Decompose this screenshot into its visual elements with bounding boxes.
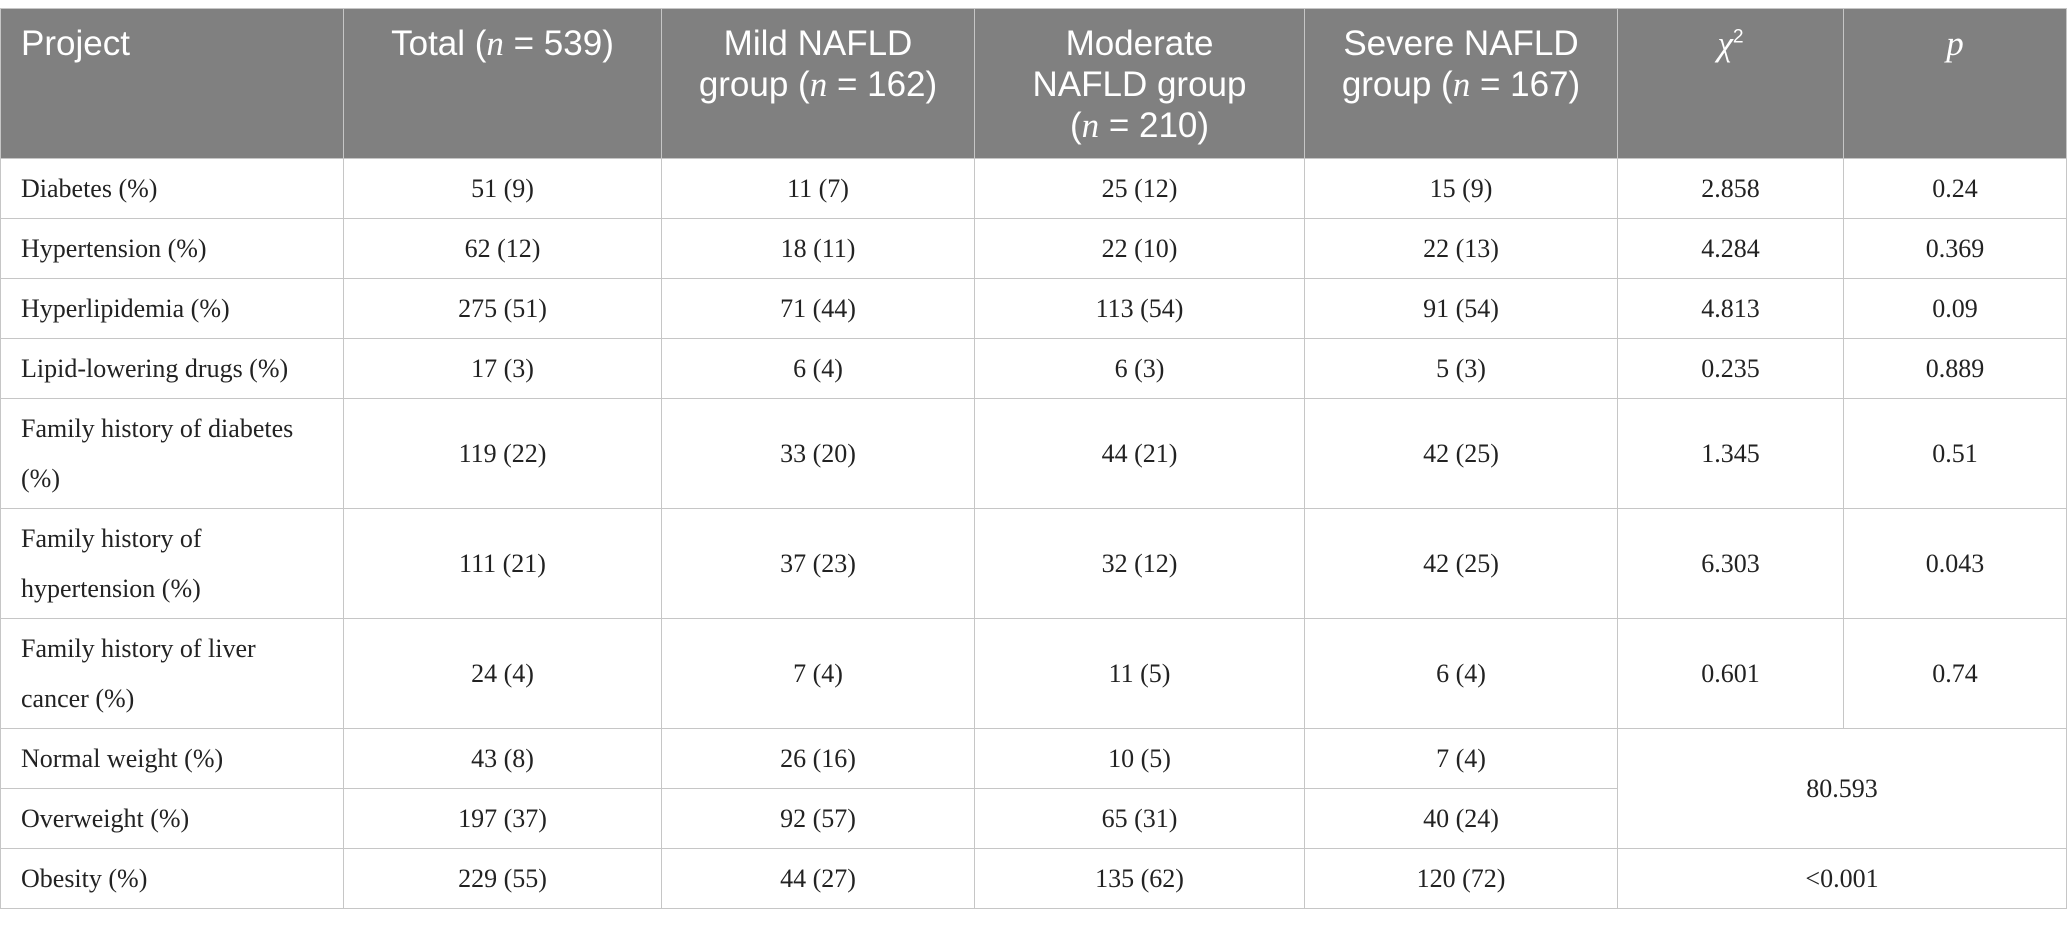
- cell-total: 197 (37): [343, 788, 662, 849]
- cell-moderate: 135 (62): [974, 848, 1305, 909]
- header-p-value: p: [1843, 8, 2067, 159]
- row-label: Hyperlipidemia (%): [0, 278, 344, 339]
- header-severe: Severe NAFLD group (n = 167): [1304, 8, 1618, 159]
- header-moderate: Moderate NAFLD group (n = 210): [974, 8, 1305, 159]
- table-row-hypertension: Hypertension (%) 62 (12) 18 (11) 22 (10)…: [0, 218, 2067, 279]
- cell-moderate: 11 (5): [974, 618, 1305, 729]
- cell-moderate: 65 (31): [974, 788, 1305, 849]
- header-project: Project: [0, 8, 344, 159]
- cell-mild: 6 (4): [661, 338, 975, 399]
- cell-moderate: 44 (21): [974, 398, 1305, 509]
- cell-chi-square: 4.813: [1617, 278, 1844, 339]
- cell-p-value: 0.369: [1843, 218, 2067, 279]
- cell-weight-p-value: <0.001: [1617, 848, 2067, 909]
- cell-mild: 71 (44): [661, 278, 975, 339]
- cell-chi-square: 0.235: [1617, 338, 1844, 399]
- header-mild: Mild NAFLD group (n = 162): [661, 8, 975, 159]
- row-label: Family history of hypertension (%): [0, 508, 344, 619]
- row-label: Obesity (%): [0, 848, 344, 909]
- header-total: Total (n = 539): [343, 8, 662, 159]
- table-row-family-history-hypertension: Family history of hypertension (%) 111 (2…: [0, 508, 2067, 619]
- cell-moderate: 25 (12): [974, 158, 1305, 219]
- cell-mild: 26 (16): [661, 728, 975, 789]
- row-label: Lipid-lowering drugs (%): [0, 338, 344, 399]
- cell-mild: 44 (27): [661, 848, 975, 909]
- cell-severe: 120 (72): [1304, 848, 1618, 909]
- cell-mild: 92 (57): [661, 788, 975, 849]
- row-label: Overweight (%): [0, 788, 344, 849]
- cell-p-value: 0.74: [1843, 618, 2067, 729]
- cell-mild: 33 (20): [661, 398, 975, 509]
- table-row-normal-weight: Normal weight (%) 43 (8) 26 (16) 10 (5) …: [0, 728, 2067, 849]
- cell-p-value: 0.24: [1843, 158, 2067, 219]
- cell-mild: 11 (7): [661, 158, 975, 219]
- row-label: Normal weight (%): [0, 728, 344, 789]
- cell-total: 119 (22): [343, 398, 662, 509]
- cell-severe: 15 (9): [1304, 158, 1618, 219]
- cell-chi-square: 2.858: [1617, 158, 1844, 219]
- cell-total: 111 (21): [343, 508, 662, 619]
- cell-total: 51 (9): [343, 158, 662, 219]
- cell-moderate: 113 (54): [974, 278, 1305, 339]
- cell-p-value: 0.889: [1843, 338, 2067, 399]
- nafld-characteristics-table: Project Total (n = 539) Mild NAFLD group …: [0, 8, 2067, 909]
- row-label: Family history of diabetes (%): [0, 398, 344, 509]
- cell-mild: 18 (11): [661, 218, 975, 279]
- cell-total: 17 (3): [343, 338, 662, 399]
- cell-chi-square: 6.303: [1617, 508, 1844, 619]
- cell-chi-square: 1.345: [1617, 398, 1844, 509]
- cell-p-value: 0.09: [1843, 278, 2067, 339]
- cell-moderate: 6 (3): [974, 338, 1305, 399]
- cell-moderate: 22 (10): [974, 218, 1305, 279]
- cell-severe: 42 (25): [1304, 398, 1618, 509]
- cell-mild: 37 (23): [661, 508, 975, 619]
- cell-weight-chi-square: 80.593: [1617, 728, 2067, 849]
- cell-chi-square: 4.284: [1617, 218, 1844, 279]
- row-label: Family history of liver cancer (%): [0, 618, 344, 729]
- header-chi-square: χ2: [1617, 8, 1844, 159]
- row-label: Diabetes (%): [0, 158, 344, 219]
- cell-severe: 5 (3): [1304, 338, 1618, 399]
- cell-p-value: 0.51: [1843, 398, 2067, 509]
- table-row-family-history-diabetes: Family history of diabetes (%) 119 (22) 3…: [0, 398, 2067, 509]
- cell-total: 24 (4): [343, 618, 662, 729]
- table-row-lipid-lowering-drugs: Lipid-lowering drugs (%) 17 (3) 6 (4) 6 …: [0, 338, 2067, 399]
- header-row: Project Total (n = 539) Mild NAFLD group …: [0, 8, 2067, 159]
- cell-severe: 7 (4): [1304, 728, 1618, 789]
- cell-severe: 6 (4): [1304, 618, 1618, 729]
- cell-total: 62 (12): [343, 218, 662, 279]
- cell-total: 229 (55): [343, 848, 662, 909]
- cell-moderate: 32 (12): [974, 508, 1305, 619]
- cell-severe: 42 (25): [1304, 508, 1618, 619]
- cell-total: 43 (8): [343, 728, 662, 789]
- cell-severe: 22 (13): [1304, 218, 1618, 279]
- row-label: Hypertension (%): [0, 218, 344, 279]
- table-row-hyperlipidemia: Hyperlipidemia (%) 275 (51) 71 (44) 113 …: [0, 278, 2067, 339]
- cell-severe: 91 (54): [1304, 278, 1618, 339]
- cell-total: 275 (51): [343, 278, 662, 339]
- table-row-obesity: Obesity (%) 229 (55) 44 (27) 135 (62) 12…: [0, 848, 2067, 909]
- cell-p-value: 0.043: [1843, 508, 2067, 619]
- table-row-family-history-liver-cancer: Family history of liver cancer (%) 24 (4)…: [0, 618, 2067, 729]
- cell-severe: 40 (24): [1304, 788, 1618, 849]
- cell-mild: 7 (4): [661, 618, 975, 729]
- cell-chi-square: 0.601: [1617, 618, 1844, 729]
- table-row-diabetes: Diabetes (%) 51 (9) 11 (7) 25 (12) 15 (9…: [0, 158, 2067, 219]
- cell-moderate: 10 (5): [974, 728, 1305, 789]
